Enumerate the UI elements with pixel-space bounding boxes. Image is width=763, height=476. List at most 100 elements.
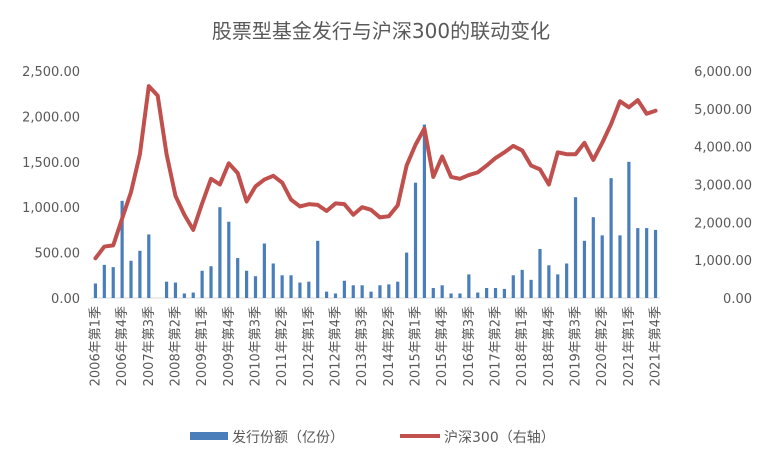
issuance-bar (573, 197, 578, 298)
issuance-bar (351, 285, 355, 298)
issuance-bar (147, 234, 151, 298)
issuance-bar (502, 288, 507, 298)
x-tick-label: 2013年第3季 (355, 306, 370, 386)
right-axis-ticks: 0.00 1,000.00 2,000.00 3,000.00 4,000.00 5,00… (694, 65, 752, 307)
issuance-bar (369, 291, 373, 298)
issuance-bar (413, 182, 418, 298)
x-tick-label: 2017年第2季 (489, 306, 504, 386)
issuance-bar (289, 275, 293, 298)
issuance-bar (342, 280, 346, 298)
x-tick-label: 2016年第3季 (462, 306, 477, 386)
issuance-bar (298, 282, 302, 298)
left-tick-label: 500.00 (35, 247, 81, 262)
right-tick-label: 5,000.00 (694, 103, 752, 118)
issuance-bar (129, 260, 133, 298)
issuance-bar (511, 275, 515, 298)
legend: 发行份额（亿份） 沪深300（右轴） (190, 430, 555, 446)
x-tick-label: 2015年第1季 (409, 306, 424, 386)
chart-title: 股票型基金发行与沪深300的联动变化 (212, 19, 550, 43)
right-tick-label: 0.00 (723, 292, 752, 307)
issuance-bar (582, 240, 587, 298)
issuance-bar (316, 240, 320, 298)
x-tick-label: 2006年第4季 (115, 306, 130, 386)
left-tick-label: 1,500.00 (22, 156, 80, 171)
issuance-bar (227, 221, 231, 298)
x-tick-label: 2008年第2季 (168, 306, 183, 386)
x-tick-label: 2011年第2季 (275, 306, 290, 386)
issuance-bar (307, 281, 311, 298)
x-tick-label: 2021年第1季 (622, 306, 637, 386)
x-tick-label: 2009年第4季 (222, 306, 237, 386)
issuance-bar (333, 293, 338, 298)
issuance-bar (138, 250, 142, 298)
issuance-bar (360, 285, 364, 298)
legend-bar-swatch (190, 432, 228, 440)
issuance-bar (405, 252, 409, 298)
x-tick-label: 2019年第3季 (569, 306, 584, 386)
issuance-bar (645, 228, 649, 298)
issuance-bar (244, 270, 249, 298)
bar-series (93, 124, 658, 298)
issuance-bar (378, 285, 382, 298)
hs300-line (93, 84, 658, 261)
issuance-bar (485, 288, 489, 298)
issuance-bar (164, 281, 169, 298)
left-tick-label: 2,000.00 (22, 110, 80, 125)
x-tick-label: 2007年第3季 (142, 306, 157, 386)
issuance-bar (609, 178, 613, 298)
issuance-bar (111, 267, 115, 298)
issuance-bar (218, 207, 222, 298)
right-tick-label: 3,000.00 (694, 179, 752, 194)
issuance-bar (458, 293, 462, 298)
issuance-bar (422, 124, 426, 298)
x-axis-ticks: 2006年第1季 2006年第4季 2007年第3季 2008年第2季 2009年第1季… (88, 306, 663, 386)
x-tick-label: 2009年第1季 (195, 306, 210, 386)
x-tick-label: 2020年第2季 (595, 306, 610, 386)
legend-bar-label: 发行份额（亿份） (232, 430, 344, 446)
issuance-bar (440, 285, 444, 298)
issuance-bar (591, 217, 595, 298)
issuance-bar (120, 200, 124, 298)
issuance-bar (547, 265, 551, 298)
issuance-bar (636, 228, 640, 298)
x-tick-label: 2018年第4季 (542, 306, 557, 386)
x-tick-label: 2010年第3季 (248, 306, 263, 386)
right-tick-label: 1,000.00 (694, 254, 752, 269)
x-tick-label: 2021年第4季 (649, 306, 664, 386)
issuance-bar (253, 276, 258, 298)
x-tick-label: 2014年第2季 (382, 306, 397, 386)
issuance-bar (493, 288, 498, 298)
issuance-bar (209, 266, 213, 298)
right-tick-label: 4,000.00 (694, 141, 752, 156)
issuance-bar (467, 274, 471, 298)
issuance-bar (173, 282, 178, 298)
issuance-bar (325, 291, 329, 298)
issuance-bar (520, 269, 524, 298)
issuance-bar (565, 263, 569, 298)
issuance-bar (200, 270, 204, 298)
x-tick-label: 2012年第4季 (328, 306, 343, 386)
right-tick-label: 2,000.00 (694, 216, 752, 231)
issuance-bar (627, 161, 631, 298)
issuance-bar (556, 274, 560, 298)
issuance-bar (271, 263, 275, 298)
right-tick-label: 6,000.00 (694, 65, 752, 80)
left-tick-label: 0.00 (51, 292, 80, 307)
issuance-bar (182, 293, 186, 298)
issuance-bar (538, 248, 542, 298)
issuance-bar (600, 235, 604, 298)
left-axis-ticks: 0.00 500.00 1,000.00 1,500.00 2,000.00 2,500.… (22, 65, 80, 307)
issuance-bar (476, 292, 480, 298)
line-series (93, 84, 658, 261)
x-tick-label: 2018年第1季 (515, 306, 530, 386)
issuance-bar (280, 275, 284, 298)
left-tick-label: 1,000.00 (22, 201, 80, 216)
issuance-bar (653, 229, 658, 298)
issuance-bar (449, 293, 453, 298)
issuance-bar (431, 288, 435, 298)
issuance-bar (191, 292, 195, 298)
issuance-bar (396, 281, 400, 298)
x-tick-label: 2012年第1季 (302, 306, 317, 386)
legend-line-label: 沪深300（右轴） (444, 430, 555, 446)
